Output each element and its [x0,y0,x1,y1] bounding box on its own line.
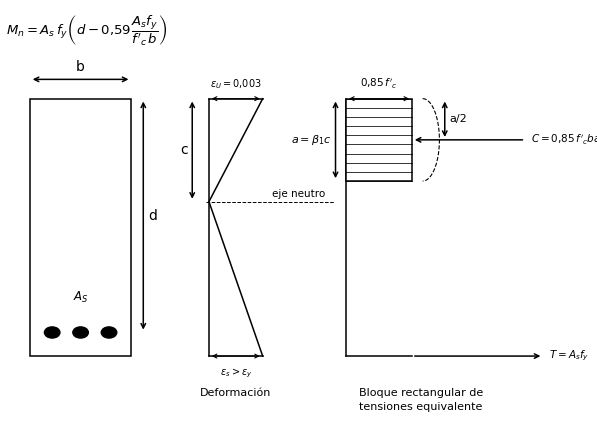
Circle shape [44,327,60,338]
Text: $\varepsilon_U = 0{,}003$: $\varepsilon_U = 0{,}003$ [210,77,261,91]
Text: $0{,}85\,f'_c$: $0{,}85\,f'_c$ [361,77,398,91]
Text: d: d [148,208,157,223]
Bar [30,99,131,356]
Text: Deformación: Deformación [200,388,272,398]
Text: $T = A_s f_y$: $T = A_s f_y$ [549,349,589,363]
Text: $\varepsilon_s > \varepsilon_y$: $\varepsilon_s > \varepsilon_y$ [220,367,252,380]
Circle shape [73,327,88,338]
Circle shape [101,327,117,338]
Text: $A_S$: $A_S$ [73,290,88,305]
Text: eje neutro: eje neutro [272,190,325,199]
Text: $C = 0{,}85\,f'_c ba$: $C = 0{,}85\,f'_c ba$ [531,133,597,147]
Text: Bloque rectangular de
tensiones equivalente: Bloque rectangular de tensiones equivale… [359,388,483,412]
Text: $a = \beta_1 c$: $a = \beta_1 c$ [291,133,331,147]
Text: c: c [180,143,187,157]
Text: b: b [76,60,85,74]
Text: $M_n = A_s\,f_y\left(d - 0{,}59\,\dfrac{A_s f_y}{f'_c\,b}\right)$: $M_n = A_s\,f_y\left(d - 0{,}59\,\dfrac{… [6,13,167,48]
Bar [346,99,412,181]
Text: a/2: a/2 [449,114,467,124]
